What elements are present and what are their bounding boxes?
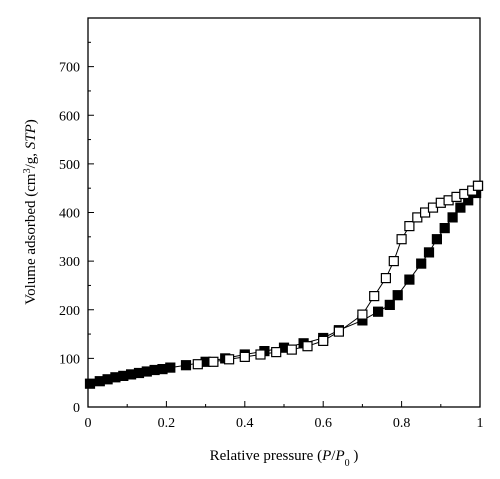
x-tick-label: 1 [477, 416, 484, 431]
filled-square-marker [392, 290, 403, 301]
open-square-marker [357, 309, 368, 320]
y-tick-label: 200 [59, 304, 80, 319]
y-tick-label: 700 [59, 61, 80, 76]
filled-square-marker [384, 299, 395, 310]
filled-square-marker [373, 306, 384, 317]
open-square-marker [333, 326, 344, 337]
filled-square-marker [447, 212, 458, 223]
series-open-squares [192, 180, 484, 370]
open-square-marker [302, 341, 313, 352]
filled-square-marker [416, 258, 427, 269]
filled-square-marker [439, 223, 450, 234]
x-tick-label: 0.8 [393, 416, 411, 431]
open-square-marker [286, 344, 297, 355]
open-square-marker [255, 349, 266, 360]
filled-square-marker [423, 247, 435, 258]
y-tick-label: 300 [59, 255, 80, 270]
y-tick-label: 500 [59, 158, 80, 173]
y-tick-label: 600 [59, 109, 80, 124]
filled-square-marker [165, 362, 176, 373]
open-square-marker [388, 256, 399, 267]
x-tick-label: 0 [85, 416, 92, 431]
x-tick-label: 0.2 [158, 416, 176, 431]
x-axis-title: Relative pressure (P/P0 ) [210, 448, 359, 469]
open-square-marker [380, 273, 391, 284]
open-square-marker [208, 356, 219, 367]
open-square-marker [404, 221, 415, 232]
y-tick-label: 0 [73, 401, 80, 416]
y-tick-label: 100 [59, 352, 80, 367]
filled-square-marker [455, 202, 466, 213]
x-axis-ticks: 0 0.2 0.4 0.6 0.8 1 [85, 401, 484, 431]
filled-square-marker [180, 360, 192, 371]
open-square-marker [192, 359, 203, 370]
open-square-marker [396, 234, 407, 245]
filled-square-marker [404, 274, 415, 285]
filled-square-marker [431, 234, 442, 245]
open-square-marker [271, 347, 282, 358]
filled-square-marker [84, 378, 96, 389]
y-axis-ticks: 0 100 200 300 400 500 600 700 [59, 41, 94, 416]
open-square-marker [239, 351, 250, 362]
open-square-marker [369, 291, 380, 302]
data-series [84, 180, 484, 389]
y-axis-title: Volume adsorbed (cm3/g, STP) [22, 119, 40, 305]
open-square-marker [224, 354, 235, 365]
open-square-marker [472, 180, 484, 191]
x-tick-label: 0.4 [236, 416, 254, 431]
x-tick-label: 0.6 [314, 416, 332, 431]
open-square-marker [318, 335, 329, 346]
y-tick-label: 400 [59, 207, 80, 222]
